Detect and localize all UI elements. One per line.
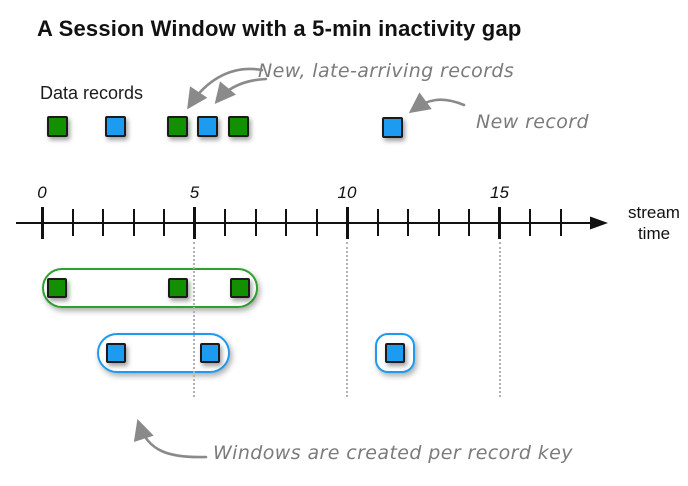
axis-arrowhead	[590, 216, 608, 230]
minor-tick	[163, 209, 165, 236]
blue-record	[200, 343, 220, 363]
green-record	[228, 116, 249, 137]
blue-record	[197, 116, 218, 137]
stream-time-line2: time	[637, 224, 671, 243]
axis-tick-label: 0	[37, 183, 47, 202]
green-record	[230, 278, 250, 298]
major-tick	[193, 207, 196, 239]
axis-tick-label: 15	[490, 183, 509, 202]
dotted-gridline	[193, 242, 195, 397]
minor-tick	[132, 209, 135, 236]
minor-tick	[559, 209, 562, 236]
minor-tick	[437, 209, 440, 236]
green-record	[168, 278, 188, 298]
green-session-window	[42, 268, 258, 308]
blue-record	[105, 116, 126, 137]
blue-record	[106, 343, 126, 363]
new-record-arrow	[408, 92, 466, 114]
axis-tick-label: 10	[337, 183, 357, 202]
axis-tick-label: 5	[189, 183, 200, 202]
dotted-gridline	[346, 242, 348, 397]
minor-tick	[71, 209, 74, 236]
minor-tick	[224, 209, 226, 236]
stream-time-line1: stream	[628, 203, 680, 222]
diagram-title: A Session Window with a 5-min inactivity…	[37, 16, 522, 41]
major-tick	[40, 207, 44, 239]
stream-time-axis	[16, 222, 592, 224]
windows-per-key-annotation: Windows are created per record key	[213, 442, 573, 464]
data-records-label: Data records	[40, 83, 144, 103]
minor-tick	[468, 209, 470, 236]
green-record	[167, 116, 188, 137]
minor-tick	[315, 209, 318, 236]
blue-record	[382, 117, 403, 138]
minor-tick	[529, 209, 531, 236]
dotted-gridline	[499, 242, 501, 397]
windows-key-arrow	[133, 419, 208, 459]
minor-tick	[407, 209, 409, 236]
late-arriving-annotation: New, late-arriving records	[258, 60, 515, 82]
minor-tick	[285, 209, 287, 236]
late-arrow-1	[187, 67, 264, 110]
green-record	[47, 116, 68, 137]
late-arrow-2	[214, 77, 268, 104]
minor-tick	[102, 209, 104, 236]
major-tick	[345, 207, 349, 239]
major-tick	[498, 207, 501, 239]
green-record	[47, 278, 67, 298]
stream-time-axis-label: stream time	[622, 202, 686, 244]
minor-tick	[376, 209, 379, 236]
minor-tick	[254, 209, 257, 236]
new-record-annotation: New record	[476, 111, 589, 133]
blue-record	[385, 343, 405, 363]
